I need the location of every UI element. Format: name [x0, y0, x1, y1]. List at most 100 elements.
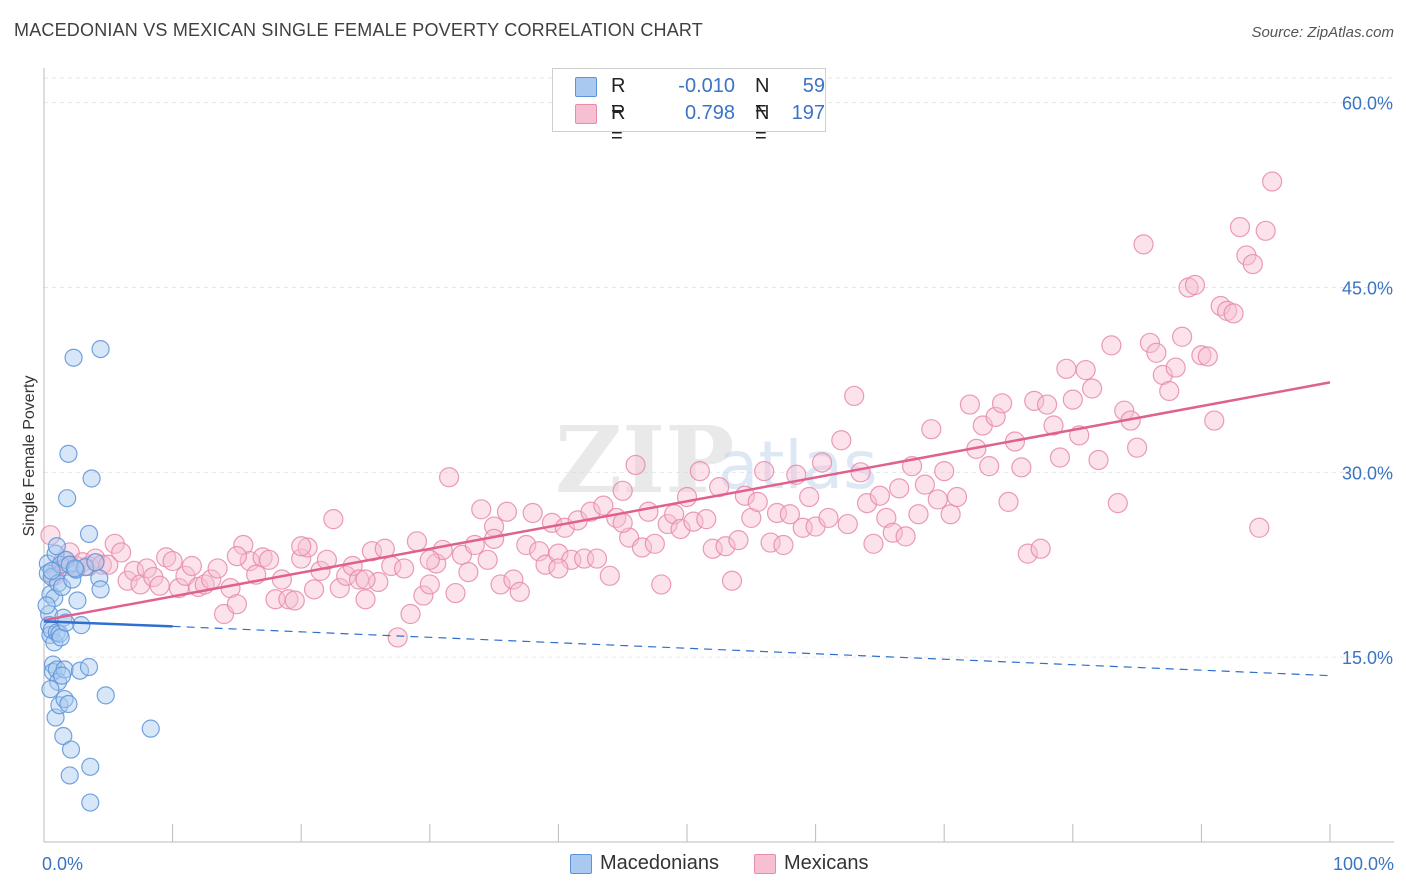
data-point: [1056, 358, 1077, 379]
data-point: [1172, 326, 1193, 347]
data-point: [63, 570, 82, 589]
data-point: [438, 467, 460, 488]
data-point: [516, 534, 537, 556]
data-point: [856, 493, 878, 514]
macedonians-points: [37, 339, 160, 812]
y-axis-label: Single Female Poverty: [21, 376, 38, 537]
data-point: [747, 491, 768, 512]
data-point: [1049, 447, 1071, 468]
data-point: [70, 661, 90, 680]
data-point: [400, 603, 421, 625]
data-point: [477, 549, 498, 570]
data-point: [979, 456, 1000, 477]
data-point: [844, 385, 865, 407]
data-point: [82, 469, 101, 488]
data-point: [811, 452, 833, 473]
data-point: [91, 339, 110, 359]
data-point: [869, 485, 891, 506]
data-point: [52, 577, 72, 597]
data-point: [934, 460, 955, 482]
data-point: [586, 548, 608, 569]
data-point: [47, 537, 66, 556]
data-point: [42, 561, 61, 581]
data-point: [509, 581, 530, 602]
data-point: [946, 486, 968, 508]
trend-lines: [43, 381, 1331, 677]
data-point: [413, 585, 434, 606]
data-point: [773, 534, 794, 556]
data-point: [535, 554, 556, 575]
data-point: [79, 524, 99, 544]
data-point: [117, 570, 138, 591]
data-point: [683, 511, 704, 532]
data-point: [760, 532, 781, 553]
data-point: [1255, 220, 1276, 241]
data-point: [1165, 357, 1186, 378]
data-point: [696, 509, 717, 530]
data-point: [1197, 346, 1218, 367]
data-point: [1024, 390, 1045, 411]
data-point: [1043, 415, 1064, 436]
data-point: [207, 558, 228, 579]
data-point: [959, 394, 981, 415]
data-point: [754, 460, 775, 482]
data-point: [40, 525, 61, 546]
data-point: [162, 550, 183, 572]
data-point: [471, 499, 492, 520]
data-point: [1191, 345, 1212, 366]
data-point: [625, 454, 646, 476]
data-point: [1223, 303, 1244, 324]
data-point: [86, 553, 105, 572]
data-point: [336, 565, 357, 586]
data-point: [721, 570, 743, 591]
n-value: 59: [802, 75, 825, 97]
data-point: [612, 480, 633, 501]
data-point: [599, 565, 620, 586]
data-point: [419, 574, 440, 595]
mexicans-swatch: [575, 104, 597, 124]
data-point: [156, 547, 177, 568]
data-point: [1101, 335, 1122, 356]
data-point: [689, 460, 710, 482]
data-point: [889, 478, 910, 499]
source-label: Source: ZipAtlas.com: [1251, 24, 1394, 41]
data-point: [445, 582, 466, 604]
data-point: [1229, 217, 1251, 238]
data-point: [52, 666, 72, 685]
macedonians-swatch: [570, 854, 592, 874]
data-point: [1126, 437, 1148, 458]
data-point: [651, 574, 672, 595]
data-point: [355, 589, 376, 610]
data-point: [355, 569, 376, 590]
data-point: [799, 486, 820, 508]
data-point: [149, 575, 170, 596]
data-point: [1107, 493, 1128, 514]
mexicans-label: Mexicans: [784, 852, 869, 874]
data-point: [831, 430, 852, 451]
data-point: [323, 509, 344, 530]
data-point: [882, 522, 903, 543]
data-point: [779, 504, 800, 525]
data-point: [284, 590, 305, 611]
watermark-zip: ZIP: [555, 406, 734, 514]
data-point: [631, 537, 653, 558]
macedonians-trend-line: [43, 620, 173, 628]
data-point: [914, 474, 936, 495]
chart-title: MACEDONIAN VS MEXICAN SINGLE FEMALE POVE…: [14, 20, 704, 40]
data-point: [297, 537, 318, 558]
data-point: [291, 536, 312, 557]
data-point: [1075, 359, 1096, 381]
data-point: [670, 518, 691, 540]
data-point: [1133, 234, 1154, 255]
data-point: [226, 594, 247, 615]
data-point: [271, 569, 293, 590]
data-point: [1081, 378, 1103, 399]
data-point: [419, 549, 440, 570]
data-point: [58, 489, 77, 508]
n-value: 197: [791, 102, 825, 124]
data-point: [329, 578, 350, 599]
data-point: [64, 348, 83, 367]
data-point: [1088, 449, 1109, 471]
data-point: [1262, 171, 1283, 192]
data-point: [316, 549, 338, 570]
